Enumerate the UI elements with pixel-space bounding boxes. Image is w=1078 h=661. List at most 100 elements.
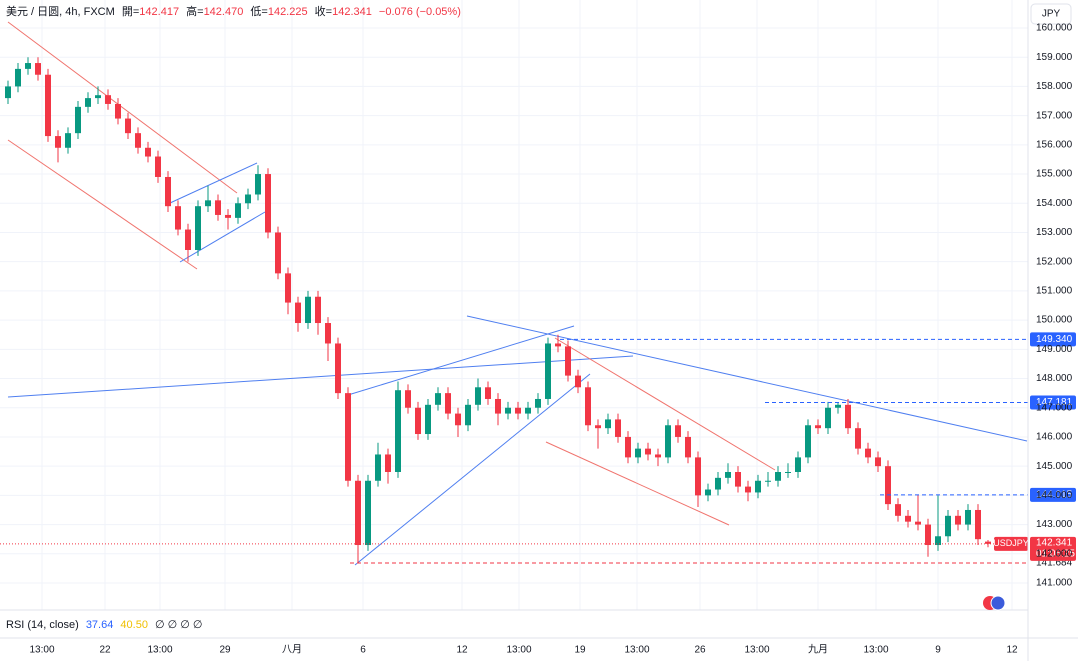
candle-body <box>565 346 571 376</box>
candle-body <box>325 323 331 344</box>
price-tag <box>1030 487 1076 502</box>
candle-body <box>185 229 191 250</box>
trend-line <box>179 211 266 263</box>
currency-label[interactable]: JPY <box>1042 9 1061 20</box>
candle-body <box>385 454 391 472</box>
candle-body <box>925 524 931 546</box>
candle-body <box>655 454 661 458</box>
candle-body <box>195 206 201 250</box>
y-tick-label: 158.000 <box>1036 81 1073 92</box>
candle-body <box>425 404 431 435</box>
ohlc-label: 收= <box>315 4 332 18</box>
candle-body <box>335 343 341 394</box>
candle-body <box>395 390 401 472</box>
event-flag[interactable] <box>990 595 1006 611</box>
change: −0.076 (−0.05%) <box>379 6 461 18</box>
y-tick-label: 149.000 <box>1036 344 1073 355</box>
candle-body <box>85 98 91 107</box>
ohlc-value: 142.225 <box>268 6 308 18</box>
candle-body <box>545 343 551 399</box>
candle-body <box>145 147 151 157</box>
trend-line <box>7 21 238 194</box>
candle-body <box>125 118 131 134</box>
trend-line <box>545 441 730 526</box>
indicator-value: 37.64 <box>86 619 114 631</box>
candle-body <box>855 428 861 449</box>
y-tick-label: 154.000 <box>1036 198 1073 209</box>
candle-body <box>785 472 791 473</box>
candle-body <box>235 203 241 218</box>
candle-body <box>455 413 461 426</box>
candle-body <box>645 448 651 455</box>
candle-body <box>155 156 161 177</box>
y-tick-label: 144.000 <box>1036 490 1073 501</box>
trend-line <box>7 355 634 398</box>
x-tick-label: 13:00 <box>863 645 888 656</box>
candle-body <box>285 273 291 303</box>
indicator-extra: ∅ ∅ ∅ ∅ <box>155 619 203 631</box>
candle-body <box>55 136 61 148</box>
candle-body <box>955 515 961 525</box>
candle-body <box>505 407 511 414</box>
candle-body <box>485 387 491 399</box>
candle-body <box>165 176 171 207</box>
candle-body <box>755 480 761 493</box>
candle-body <box>275 232 281 274</box>
x-tick-label: 13:00 <box>29 645 54 656</box>
candle-body <box>135 133 141 148</box>
last-price-tag <box>1030 536 1076 561</box>
y-tick-label: 145.000 <box>1036 461 1073 472</box>
candle-body <box>255 174 261 195</box>
candle-body <box>225 214 231 218</box>
candle-body <box>265 174 271 233</box>
currency-button[interactable] <box>1030 3 1072 25</box>
price-tag-label: 149.340 <box>1036 334 1073 345</box>
candle-body <box>355 480 361 546</box>
x-tick-label: 29 <box>219 645 231 656</box>
candle-body <box>615 419 621 437</box>
candle-body <box>745 486 751 493</box>
indicator-legend: RSI (14, close) 37.64 40.50 ∅ ∅ ∅ ∅ <box>6 619 203 631</box>
y-tick-label: 151.000 <box>1036 286 1073 297</box>
symbol-tag <box>994 536 1028 551</box>
candle-body <box>535 398 541 408</box>
candle-body <box>965 509 971 525</box>
candle-body <box>945 515 951 537</box>
candle-body <box>845 404 851 429</box>
candle-body <box>695 457 701 496</box>
indicator-value: 40.50 <box>120 619 148 631</box>
candle-body <box>5 86 11 99</box>
x-tick-label: 12 <box>456 645 468 656</box>
countdown: 01:06:25 <box>1036 548 1075 559</box>
candle-body <box>935 536 941 546</box>
candle-body <box>905 515 911 522</box>
ohlc-label: 低= <box>250 5 267 18</box>
y-tick-label: 150.000 <box>1036 315 1073 326</box>
y-tick-label: 147.000 <box>1036 402 1073 413</box>
candle-body <box>675 425 681 437</box>
candle-body <box>705 489 711 496</box>
symbol: 美元 / 日圆, 4h, FXCM <box>6 5 115 18</box>
x-tick-label: 八月 <box>282 644 302 656</box>
candle-body <box>105 95 111 104</box>
candle-body <box>625 436 631 458</box>
candle-body <box>865 448 871 458</box>
trend-line <box>169 162 258 204</box>
candle-body <box>555 343 561 347</box>
trend-line <box>354 373 591 566</box>
candle-body <box>635 448 641 458</box>
candle-body <box>45 74 51 137</box>
x-tick-label: 13:00 <box>624 645 649 656</box>
x-tick-label: 6 <box>360 645 366 656</box>
ohlc-value: 142.341 <box>332 6 372 18</box>
trend-line <box>7 139 198 270</box>
candle-body <box>715 477 721 490</box>
candle-body <box>915 521 921 525</box>
candle-body <box>605 419 611 429</box>
candle-body <box>975 509 981 540</box>
candle-body <box>375 454 381 481</box>
candle-body <box>495 398 501 414</box>
candle-body <box>805 425 811 458</box>
candle-body <box>835 404 841 408</box>
price-tag <box>1030 332 1076 347</box>
